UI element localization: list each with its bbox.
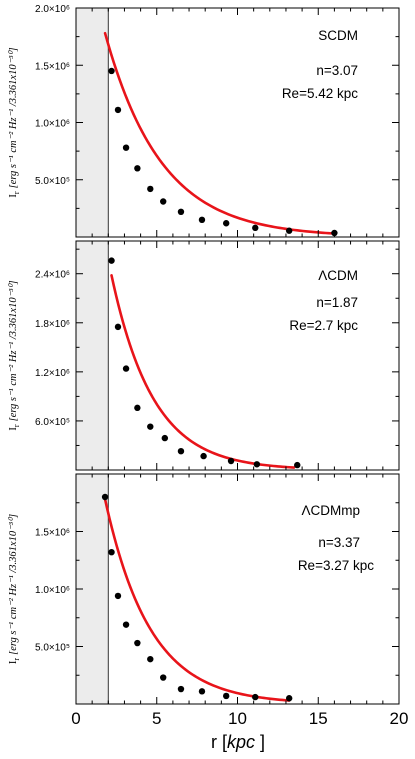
y-tick-label: 2.4×10⁶	[35, 270, 70, 281]
data-point	[108, 67, 115, 75]
y-tick-label: 6.0×10⁵	[35, 417, 70, 428]
y-tick-label: 1.5×10⁶	[35, 528, 70, 539]
y-axis-label-units: [erg s⁻¹ cm⁻² Hz⁻¹ /3.361x10⁻³⁰]	[8, 47, 19, 188]
y-axis-label-symbol: I	[8, 427, 19, 431]
model-label: ΛCDMmp	[301, 503, 360, 518]
y-axis-label: Ir [erg s⁻¹ cm⁻² Hz⁻¹ /3.361x10⁻³⁰]	[8, 514, 21, 664]
data-point	[147, 423, 154, 430]
data-point	[177, 685, 185, 693]
model-label: SCDM	[318, 28, 358, 43]
data-point	[108, 549, 115, 556]
x-tick-label: 10	[228, 709, 247, 728]
effective-radius-label: Re=5.42 kpc	[282, 86, 358, 101]
data-point	[122, 365, 130, 372]
y-axis-label-units: [erg s⁻¹ cm⁻² Hz⁻¹ /3.361x10⁻³⁰]	[8, 280, 19, 421]
data-point	[114, 592, 122, 600]
data-point	[114, 323, 122, 331]
data-point	[222, 692, 230, 700]
x-axis-label-unit: kpc	[227, 732, 255, 752]
y-tick-label: 1.2×10⁶	[35, 368, 70, 379]
data-point	[285, 227, 293, 234]
y-tick-label: 2.0×10⁶	[35, 4, 70, 15]
data-point	[101, 493, 109, 501]
data-point	[147, 655, 154, 663]
sersic-index-label: n=3.07	[316, 63, 358, 78]
data-point	[331, 229, 338, 237]
data-point	[177, 447, 185, 455]
x-tick-label: 20	[390, 709, 409, 728]
data-point	[160, 198, 167, 205]
data-point	[253, 461, 261, 468]
y-axis-label: Ir [erg s⁻¹ cm⁻² Hz⁻¹ /3.361x10⁻³⁰]	[8, 47, 21, 197]
x-axis-label-bracket-open: [	[217, 732, 227, 752]
x-tick-label: 15	[309, 709, 328, 728]
sersic-index-label: n=1.87	[316, 295, 358, 310]
panel-lcdm: ΛCDM n=1.87 Re=2.7 kpc 6.0×10⁵ 1.2×10⁶ 1.8…	[8, 240, 400, 471]
x-axis: r [kpc ]	[211, 732, 265, 752]
data-point	[198, 216, 206, 224]
x-axis-label-bracket-close: ]	[255, 732, 265, 752]
x-tick-label: 5	[152, 709, 161, 728]
fit-curve	[103, 498, 291, 702]
y-axis-label: Ir [erg s⁻¹ cm⁻² Hz⁻¹ /3.361x10⁻³⁰]	[8, 280, 21, 430]
y-axis-label-units: [erg s⁻¹ cm⁻² Hz⁻¹ /3.361x10⁻³⁰]	[8, 514, 19, 655]
y-tick-label: 5.0×10⁵	[35, 643, 70, 654]
y-axis-label-subscript: r	[12, 658, 21, 661]
data-point	[294, 461, 301, 469]
x-axis-label: r [kpc ]	[211, 732, 265, 752]
excluded-region	[76, 241, 109, 470]
data-point	[114, 106, 122, 114]
y-axis-label-symbol: I	[8, 194, 19, 198]
y-axis-label-subscript: r	[12, 424, 21, 427]
y-tick-label: 1.0×10⁶	[35, 585, 70, 596]
data-point	[200, 452, 207, 460]
data-point	[122, 144, 130, 151]
y-tick-label: 1.0×10⁶	[35, 119, 70, 130]
data-point	[252, 693, 259, 701]
y-tick-label: 5.0×10⁵	[35, 176, 70, 187]
y-axis-label-subscript: r	[12, 191, 21, 194]
fit-curve	[110, 274, 296, 469]
data-point	[160, 674, 167, 681]
data-point	[198, 688, 206, 695]
data-point	[134, 404, 141, 412]
data-point	[227, 457, 235, 465]
data-point	[122, 621, 130, 628]
data-point	[177, 208, 185, 216]
y-axis-label-symbol: I	[8, 660, 19, 664]
fit-curve	[103, 31, 336, 235]
data-point	[147, 185, 154, 193]
model-label: ΛCDM	[318, 268, 358, 283]
data-point	[285, 695, 293, 702]
data-point	[134, 165, 141, 172]
x-tick-label: 0	[71, 709, 80, 728]
effective-radius-label: Re=2.7 kpc	[289, 318, 358, 333]
effective-radius-label: Re=3.27 kpc	[298, 558, 374, 573]
panel-lcdmmp: ΛCDMmp n=3.37 Re=3.27 kpc 5.0×10⁵ 1.0×10⁶…	[8, 473, 409, 728]
data-point	[134, 639, 141, 647]
x-axis-label-symbol: r	[211, 732, 217, 752]
data-point	[161, 434, 169, 442]
data-point	[222, 220, 230, 227]
sersic-index-label: n=3.37	[318, 535, 360, 550]
y-tick-label: 1.8×10⁶	[35, 319, 70, 330]
panel-scdm: SCDM n=3.07 Re=5.42 kpc 5.0×10⁵ 1.0×10⁶ 1.…	[8, 4, 400, 238]
data-point	[108, 257, 115, 264]
y-tick-label: 1.5×10⁶	[35, 61, 70, 72]
data-point	[252, 224, 259, 232]
